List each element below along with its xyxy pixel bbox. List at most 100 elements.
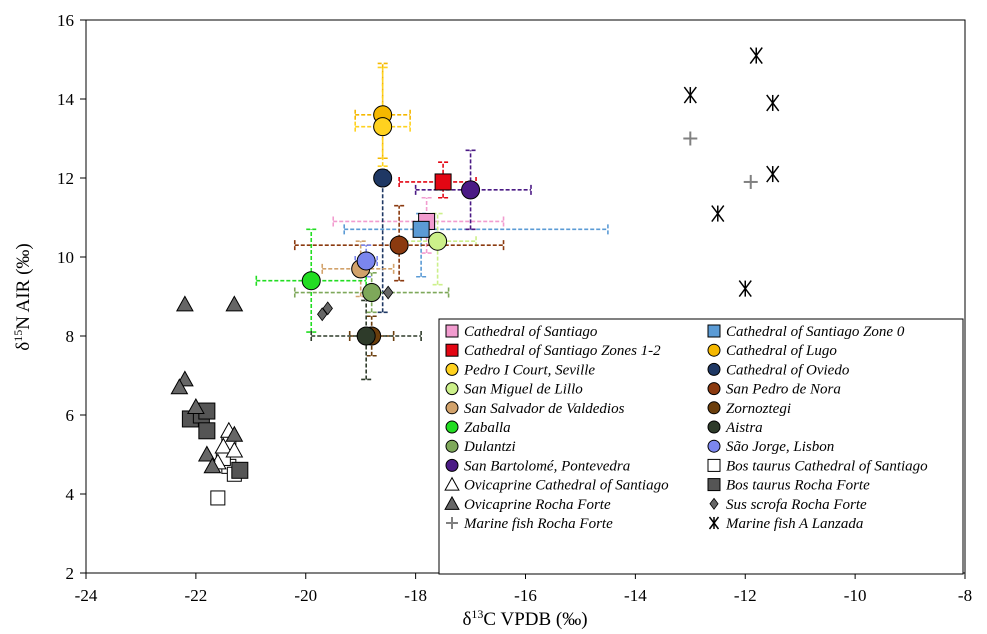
legend: Cathedral of Santiago Cathedral of Santia… bbox=[438, 318, 964, 575]
y-tick-label-7: 16 bbox=[57, 11, 74, 30]
legend-label-cathedral-of-santiago-zone-0: Cathedral of Santiago Zone 0 bbox=[726, 324, 905, 340]
point-san-bartolome-pontevedra-0 bbox=[461, 180, 481, 200]
point-san-pedro-de-nora-0 bbox=[389, 235, 409, 255]
point-sus-scrofa-rocha-forte-1 bbox=[317, 307, 328, 322]
legend-label-cathedral-of-lugo: Cathedral of Lugo bbox=[726, 343, 837, 359]
legend-marker-cathedral-of-santiago-zone-0 bbox=[707, 324, 721, 338]
x-tick-label-3: -18 bbox=[404, 586, 427, 605]
point-ovicaprine-rocha-forte-5 bbox=[197, 445, 216, 462]
legend-label-sao-jorge-lisbon: São Jorge, Lisbon bbox=[726, 439, 834, 455]
legend-marker-san-bartolome-pontevedra bbox=[445, 458, 459, 472]
legend-label-aistra: Aistra bbox=[725, 420, 763, 436]
y-tick-label-3: 8 bbox=[66, 327, 75, 346]
legend-label-cathedral-of-santiago-zones-1-2: Cathedral of Santiago Zones 1-2 bbox=[464, 343, 661, 359]
y-tick-label-4: 10 bbox=[57, 248, 74, 267]
legend-label-san-miguel-de-lillo: San Miguel de Lillo bbox=[464, 382, 583, 398]
legend-marker-zornoztegi bbox=[707, 401, 721, 415]
legend-label-bos-taurus-cathedral-of-santiago: Bos taurus Cathedral of Santiago bbox=[726, 458, 928, 474]
x-tick-label-2: -20 bbox=[294, 586, 317, 605]
point-cathedral-of-santiago-zone-0-0 bbox=[412, 220, 430, 238]
legend-marker-san-salvador-de-valdedios bbox=[445, 401, 459, 415]
legend-label-cathedral-of-santiago: Cathedral of Santiago bbox=[464, 324, 598, 340]
legend-marker-aistra bbox=[707, 420, 721, 434]
y-tick-label-6: 14 bbox=[57, 90, 75, 109]
point-marine-fish-a-lanzada-4 bbox=[711, 205, 725, 223]
legend-marker-cathedral-of-santiago-zones-1-2 bbox=[445, 343, 459, 357]
y-axis-label-delta: δ bbox=[13, 342, 34, 351]
legend-marker-bos-taurus-rocha-forte bbox=[707, 478, 721, 492]
legend-label-san-salvador-de-valdedios: San Salvador de Valdedios bbox=[464, 401, 625, 417]
x-tick-label-1: -22 bbox=[185, 586, 208, 605]
y-axis-label-rest: N AIR (‰) bbox=[13, 243, 34, 330]
point-ovicaprine-rocha-forte-3 bbox=[170, 378, 189, 395]
point-marine-fish-a-lanzada-2 bbox=[766, 94, 780, 112]
point-sus-scrofa-rocha-forte-0 bbox=[322, 301, 333, 316]
legend-label-dulantzi: Dulantzi bbox=[463, 439, 516, 455]
legend-marker-ovicaprine-rocha-forte bbox=[444, 495, 460, 510]
legend-label-zornoztegi: Zornoztegi bbox=[726, 401, 791, 417]
point-cathedral-of-santiago-zones-1-2-0 bbox=[434, 173, 452, 191]
x-tick-label-5: -14 bbox=[624, 586, 647, 605]
legend-label-marine-fish-a-lanzada: Marine fish A Lanzada bbox=[725, 516, 863, 532]
point-pedro-i-court-seville-0 bbox=[373, 117, 393, 137]
legend-marker-sao-jorge-lisbon bbox=[707, 439, 721, 453]
legend-box bbox=[438, 318, 964, 575]
x-axis-label-sup: 13 bbox=[471, 607, 483, 621]
legend-marker-ovicaprine-cathedral-of-santiago bbox=[444, 476, 460, 491]
legend-marker-sus-scrofa-rocha-forte bbox=[709, 497, 719, 510]
legend-label-san-pedro-de-nora: San Pedro de Nora bbox=[726, 382, 841, 398]
point-marine-fish-a-lanzada-1 bbox=[683, 86, 697, 104]
x-axis-label-delta: δ bbox=[462, 609, 471, 630]
legend-marker-cathedral-of-oviedo bbox=[707, 362, 721, 376]
legend-marker-zaballa bbox=[445, 420, 459, 434]
point-sus-scrofa-rocha-forte-2 bbox=[382, 285, 394, 300]
point-aistra-0 bbox=[356, 326, 376, 346]
legend-marker-dulantzi bbox=[445, 439, 459, 453]
y-tick-label-1: 4 bbox=[66, 485, 75, 504]
point-bos-taurus-rocha-forte-4 bbox=[231, 461, 249, 479]
y-axis-label-sup: 15 bbox=[11, 330, 25, 342]
legend-label-bos-taurus-rocha-forte: Bos taurus Rocha Forte bbox=[726, 478, 870, 494]
x-axis-label: δ13C VPDB (‰) bbox=[462, 607, 587, 630]
legend-label-ovicaprine-rocha-forte: Ovicaprine Rocha Forte bbox=[464, 497, 611, 513]
legend-marker-marine-fish-rocha-forte bbox=[446, 517, 458, 529]
point-marine-fish-a-lanzada-3 bbox=[766, 165, 780, 183]
x-tick-label-4: -16 bbox=[514, 586, 537, 605]
x-tick-label-6: -12 bbox=[734, 586, 757, 605]
x-tick-label-7: -10 bbox=[844, 586, 867, 605]
legend-label-marine-fish-rocha-forte: Marine fish Rocha Forte bbox=[463, 516, 613, 532]
y-tick-label-2: 6 bbox=[66, 406, 75, 425]
y-axis-label: δ15N AIR (‰) bbox=[11, 243, 34, 351]
y-tick-label-0: 2 bbox=[66, 564, 75, 583]
point-bos-taurus-rocha-forte-3 bbox=[198, 422, 216, 440]
legend-marker-cathedral-of-lugo bbox=[707, 343, 721, 357]
x-axis-label-rest: C VPDB (‰) bbox=[483, 609, 587, 630]
point-zaballa-0 bbox=[301, 271, 321, 291]
y-tick-label-5: 12 bbox=[57, 169, 74, 188]
point-sao-jorge-lisbon-0 bbox=[356, 251, 376, 271]
legend-marker-san-pedro-de-nora bbox=[707, 382, 721, 396]
point-ovicaprine-cathedral-of-santiago-1 bbox=[214, 437, 233, 454]
point-marine-fish-rocha-forte-0 bbox=[683, 131, 698, 146]
point-dulantzi-0 bbox=[362, 283, 382, 303]
point-marine-fish-rocha-forte-1 bbox=[743, 174, 758, 189]
legend-label-pedro-i-court-seville: Pedro I Court, Seville bbox=[463, 362, 595, 378]
data-markers bbox=[170, 47, 780, 506]
point-cathedral-of-oviedo-0 bbox=[373, 168, 393, 188]
legend-marker-san-miguel-de-lillo bbox=[445, 382, 459, 396]
legend-marker-bos-taurus-cathedral-of-santiago bbox=[707, 458, 721, 472]
point-ovicaprine-rocha-forte-0 bbox=[175, 295, 194, 312]
legend-label-zaballa: Zaballa bbox=[464, 420, 511, 436]
point-ovicaprine-rocha-forte-4 bbox=[186, 398, 205, 415]
point-ovicaprine-rocha-forte-6 bbox=[203, 457, 222, 474]
legend-marker-cathedral-of-santiago bbox=[445, 324, 459, 338]
point-bos-taurus-cathedral-of-santiago-0 bbox=[210, 490, 226, 506]
legend-marker-marine-fish-a-lanzada bbox=[708, 516, 720, 530]
axis-ticks: -24 -22 -20 -18 -16 -14 -12 -10 -8 2 4 6 8 10 12 14 16 bbox=[57, 11, 972, 605]
x-tick-label-0: -24 bbox=[75, 586, 98, 605]
point-ovicaprine-cathedral-of-santiago-3 bbox=[225, 441, 244, 458]
legend-label-sus-scrofa-rocha-forte: Sus scrofa Rocha Forte bbox=[726, 497, 867, 513]
point-ovicaprine-rocha-forte-1 bbox=[225, 295, 244, 312]
legend-marker-pedro-i-court-seville bbox=[445, 362, 459, 376]
